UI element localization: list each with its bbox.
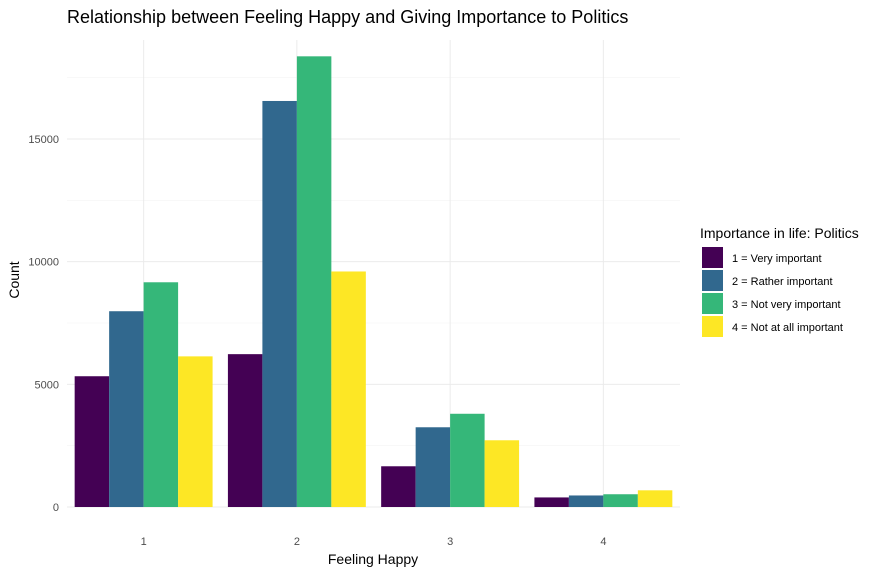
legend: Importance in life: Politics 1 = Very im… — [700, 225, 859, 337]
y-tick-label: 5000 — [35, 379, 59, 391]
bar — [637, 490, 673, 507]
x-tick-label: 3 — [447, 536, 453, 548]
bar — [109, 311, 144, 507]
bar — [178, 356, 213, 507]
x-tick-label: 1 — [141, 536, 147, 548]
y-axis-title: Count — [6, 261, 22, 298]
bar — [534, 497, 569, 507]
x-axis-ticks: 1 2 3 4 — [141, 536, 607, 548]
legend-swatch — [702, 270, 723, 291]
x-tick-label: 4 — [600, 536, 606, 548]
legend-label: 1 = Very important — [732, 253, 822, 265]
bar — [415, 427, 451, 507]
bar — [568, 495, 604, 507]
bar — [381, 466, 416, 507]
legend-label: 2 = Rather important — [732, 276, 833, 288]
legend-title: Importance in life: Politics — [700, 225, 859, 241]
bar — [331, 271, 366, 507]
bar — [262, 100, 297, 508]
y-axis-ticks: 0 5000 10000 15000 — [28, 134, 59, 514]
legend-swatch — [702, 247, 723, 268]
x-tick-label: 2 — [294, 536, 300, 548]
x-axis-title: Feeling Happy — [328, 551, 418, 567]
chart-title: Relationship between Feeling Happy and G… — [67, 7, 628, 27]
bar — [484, 440, 520, 507]
y-tick-label: 10000 — [28, 257, 59, 269]
bar — [296, 56, 332, 508]
bars — [74, 56, 673, 508]
y-tick-label: 15000 — [28, 134, 59, 146]
bar — [450, 413, 485, 507]
legend-swatch — [702, 316, 723, 337]
y-tick-label: 0 — [53, 502, 59, 514]
bar — [227, 354, 263, 507]
bar — [74, 376, 110, 507]
bar — [143, 282, 179, 507]
bar — [603, 494, 638, 507]
legend-label: 4 = Not at all important — [732, 322, 843, 334]
legend-label: 3 = Not very important — [732, 299, 841, 311]
legend-swatch — [702, 293, 723, 314]
